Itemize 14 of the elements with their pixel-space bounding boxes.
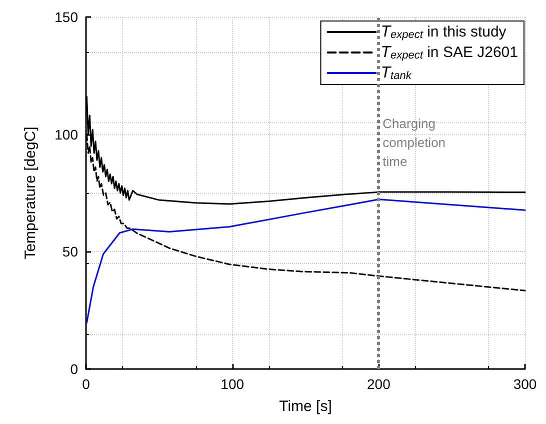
x-tick-label: 300 [513, 376, 537, 392]
y-tick-label: 50 [62, 244, 78, 260]
x-tick-label: 200 [366, 376, 391, 392]
ref-line-label: Charging completion time [382, 116, 446, 169]
y-tick-label: 150 [54, 9, 78, 25]
y-axis-title: Temperature [degC] [22, 126, 39, 260]
legend-label: Texpect in this study [380, 24, 507, 41]
x-axis-title: Time [s] [279, 398, 332, 415]
x-tick-label: 0 [82, 376, 90, 392]
y-tick-label: 100 [54, 126, 78, 142]
legend-label: Texpect in SAE J2601 [380, 44, 518, 62]
x-tick-label: 100 [220, 376, 244, 392]
y-tick-label: 0 [70, 361, 78, 377]
legend-label: Ttank [380, 64, 412, 82]
